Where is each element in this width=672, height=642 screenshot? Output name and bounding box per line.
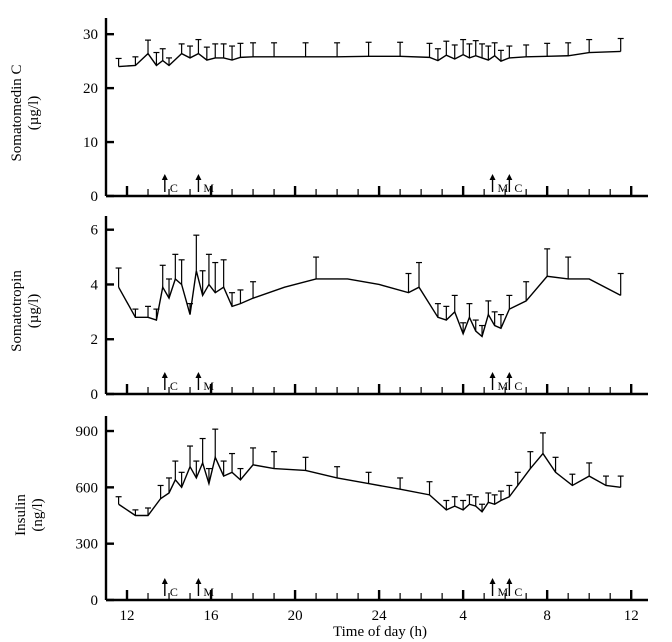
svg-text:30: 30 bbox=[83, 27, 98, 43]
svg-text:C: C bbox=[170, 379, 178, 393]
svg-text:20: 20 bbox=[288, 608, 303, 624]
chart-svg: 0102030CMMC0246CMMC030060090012162024481… bbox=[0, 0, 672, 642]
svg-text:600: 600 bbox=[76, 480, 99, 496]
svg-text:24: 24 bbox=[372, 608, 388, 624]
svg-text:M: M bbox=[203, 181, 214, 195]
svg-text:0: 0 bbox=[91, 189, 99, 205]
svg-text:2: 2 bbox=[91, 332, 99, 348]
ylabel-insulin-line1: Insulin bbox=[13, 475, 30, 555]
svg-text:4: 4 bbox=[91, 277, 99, 293]
svg-text:4: 4 bbox=[459, 608, 467, 624]
ylabel-somatotropin-line1: Somatotropin bbox=[9, 255, 26, 367]
figure-root: { "canvas": { "width": 672, "height": 64… bbox=[0, 0, 672, 642]
ylabel-somatomedin-line2: (µg/l) bbox=[26, 53, 43, 173]
svg-text:6: 6 bbox=[91, 223, 99, 239]
svg-text:900: 900 bbox=[76, 424, 99, 440]
svg-text:0: 0 bbox=[91, 593, 99, 609]
svg-text:M: M bbox=[498, 181, 509, 195]
ylabel-somatomedin: Somatomedin C (µg/l) bbox=[9, 53, 43, 173]
svg-text:16: 16 bbox=[204, 608, 220, 624]
svg-text:M: M bbox=[203, 379, 214, 393]
svg-text:M: M bbox=[498, 585, 509, 599]
svg-text:300: 300 bbox=[76, 537, 99, 553]
svg-text:12: 12 bbox=[624, 608, 639, 624]
ylabel-somatotropin-line2: (µg/l) bbox=[26, 255, 43, 367]
svg-text:M: M bbox=[203, 585, 214, 599]
ylabel-somatomedin-line1: Somatomedin C bbox=[9, 53, 26, 173]
svg-text:12: 12 bbox=[120, 608, 135, 624]
svg-text:10: 10 bbox=[83, 135, 98, 151]
xlabel-time-of-day: Time of day (h) bbox=[300, 624, 460, 641]
svg-text:C: C bbox=[170, 585, 178, 599]
svg-text:C: C bbox=[514, 585, 522, 599]
ylabel-insulin: Insulin (ng/l) bbox=[13, 475, 47, 555]
svg-text:0: 0 bbox=[91, 387, 99, 403]
ylabel-somatotropin: Somatotropin (µg/l) bbox=[9, 255, 43, 367]
ylabel-insulin-line2: (ng/l) bbox=[30, 475, 47, 555]
svg-text:C: C bbox=[514, 379, 522, 393]
svg-text:M: M bbox=[498, 379, 509, 393]
svg-text:8: 8 bbox=[543, 608, 551, 624]
svg-text:C: C bbox=[170, 181, 178, 195]
svg-text:20: 20 bbox=[83, 81, 98, 97]
svg-text:C: C bbox=[514, 181, 522, 195]
